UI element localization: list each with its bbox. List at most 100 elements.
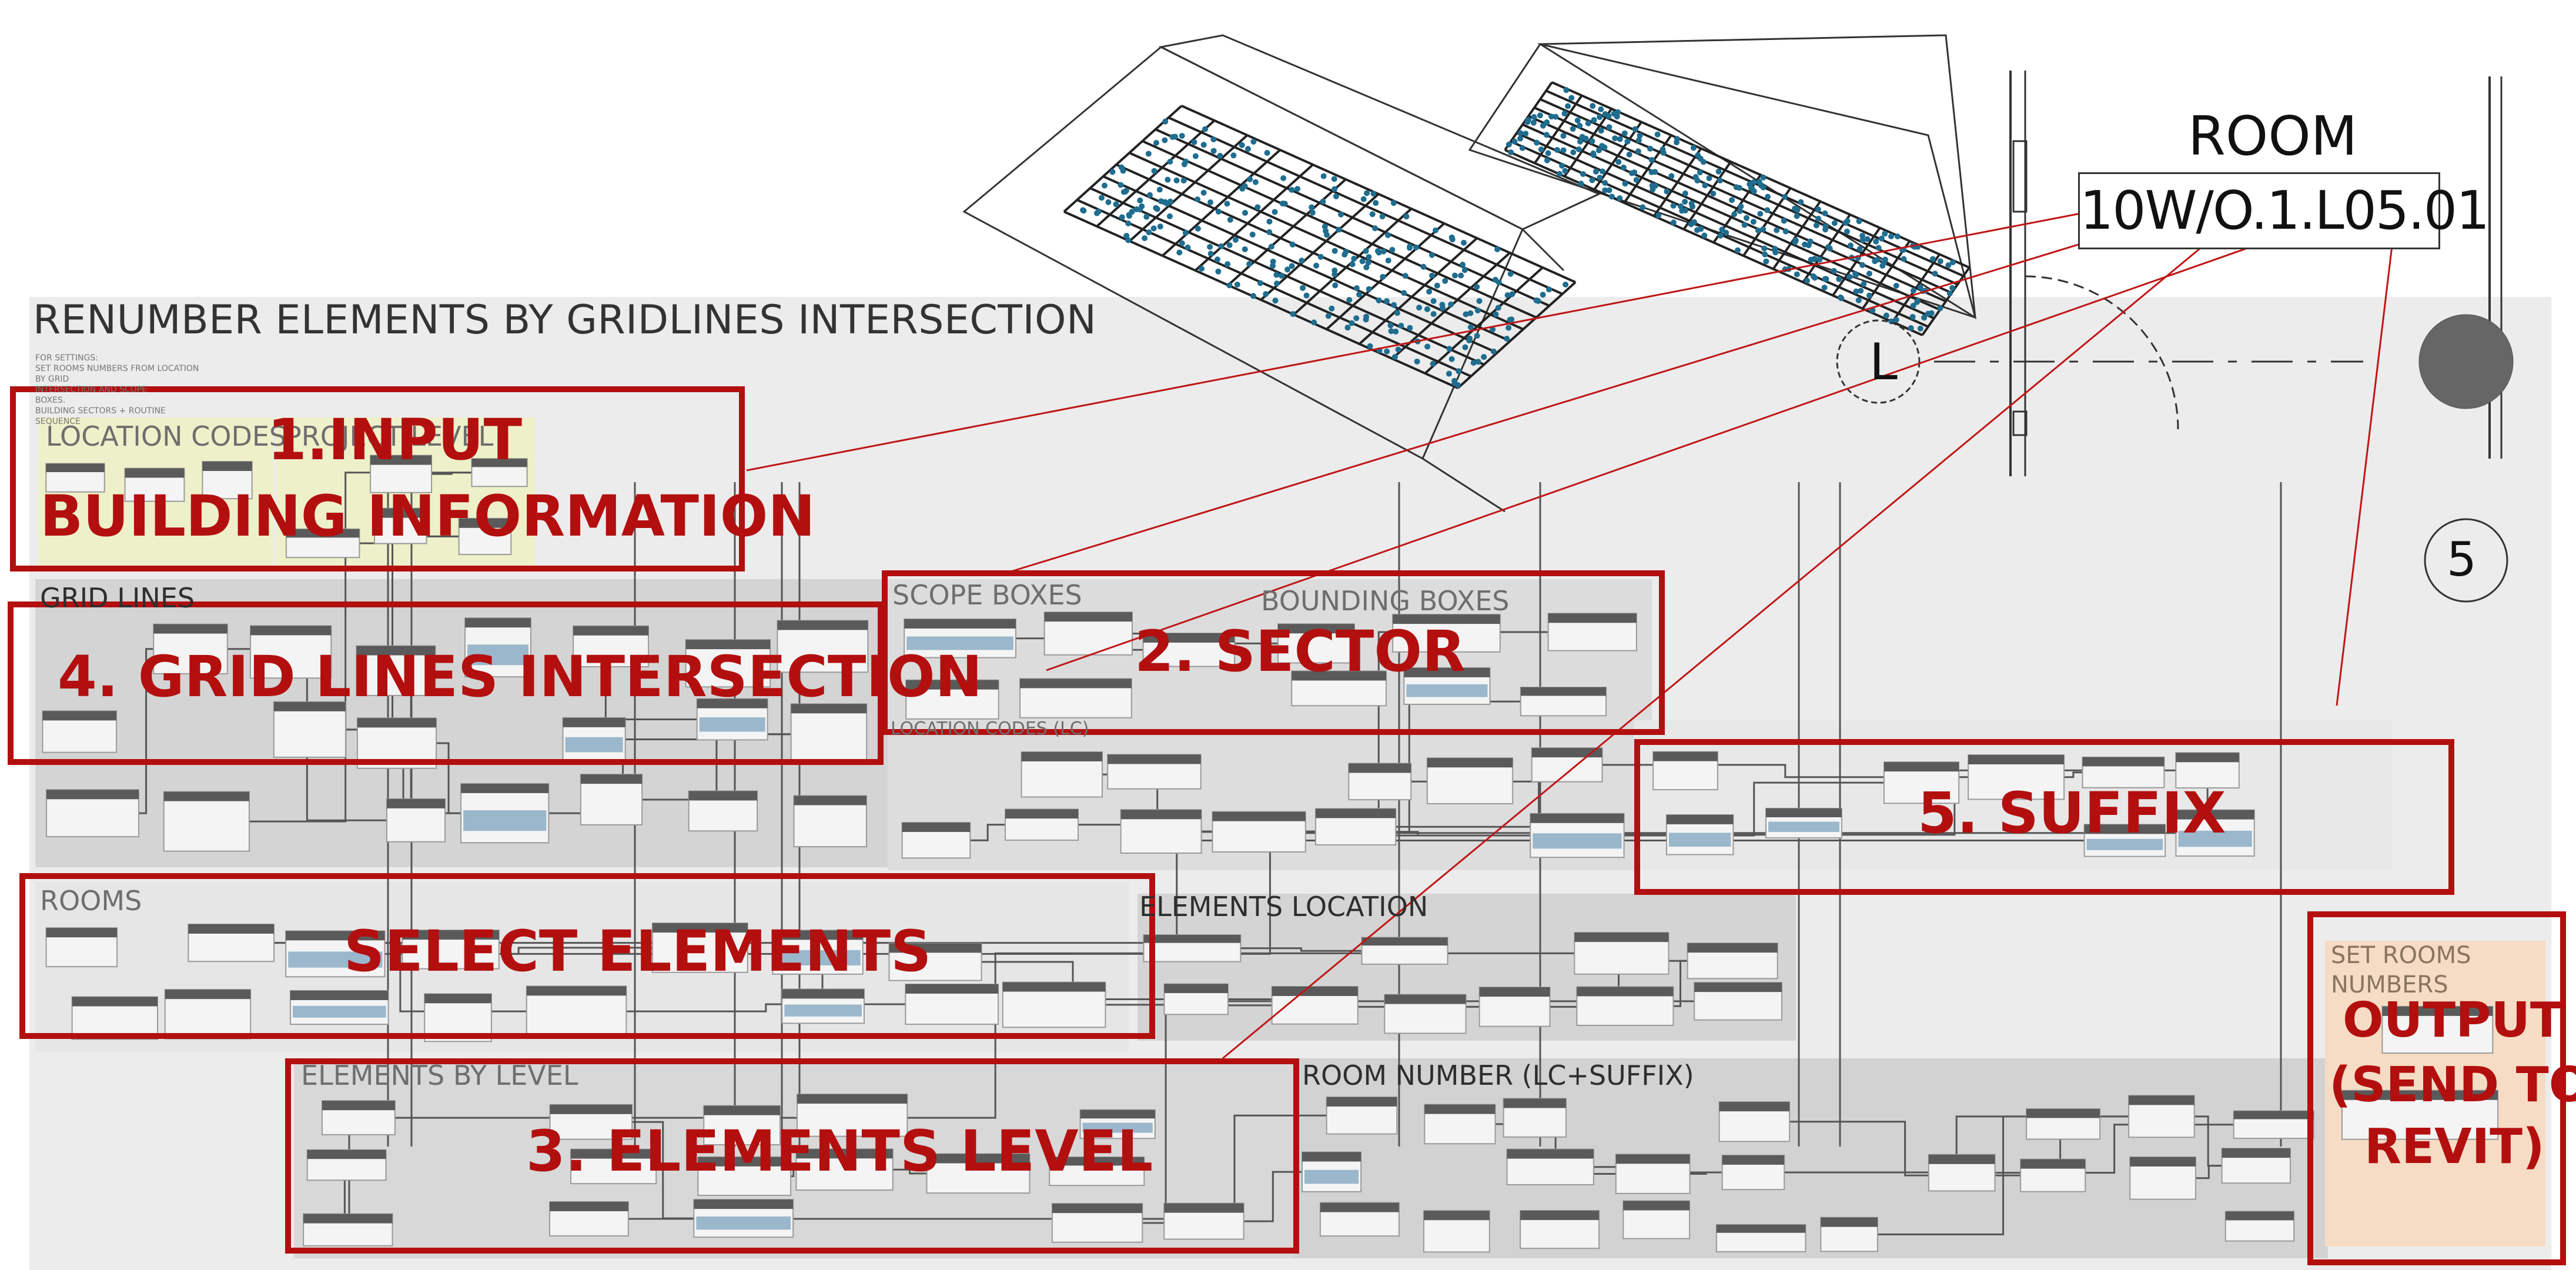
group-title-set-rooms-2: NUMBERS [2331, 971, 2448, 998]
element-point [1701, 232, 1708, 239]
graph-node [703, 1105, 781, 1145]
callout-select-elements: SELECT ELEMENTS [344, 918, 932, 984]
element-point [1398, 323, 1404, 329]
graph-node [688, 790, 758, 832]
element-point [1565, 103, 1571, 109]
element-point [1562, 168, 1568, 174]
element-point [1385, 258, 1391, 264]
graph-node [1361, 937, 1448, 965]
graph-node [1530, 813, 1625, 858]
element-point [1504, 292, 1511, 299]
element-point [1388, 328, 1394, 335]
element-point [1379, 213, 1386, 220]
element-point [1446, 346, 1453, 352]
graph-node [685, 639, 771, 688]
graph-node [1503, 1098, 1567, 1138]
element-point [1548, 113, 1555, 120]
element-point [1387, 322, 1394, 329]
element-point [1695, 152, 1701, 159]
element-point [1606, 187, 1612, 193]
graph-node [1002, 981, 1106, 1028]
element-point [1467, 324, 1474, 330]
element-point [1846, 273, 1853, 280]
graph-node [45, 463, 105, 493]
element-point [1866, 270, 1872, 277]
element-point [1210, 136, 1217, 143]
element-point [1866, 292, 1872, 299]
element-point [1794, 271, 1800, 278]
grid-end-dot [2418, 314, 2514, 409]
element-point [1356, 291, 1363, 298]
element-point [1165, 176, 1171, 183]
element-point [1524, 119, 1531, 125]
graph-node [1765, 807, 1842, 839]
element-point [1859, 232, 1866, 239]
graph-node [1163, 983, 1229, 1015]
element-point [1493, 311, 1499, 317]
element-point [1808, 256, 1814, 263]
element-point [1508, 149, 1514, 156]
element-point [1697, 169, 1703, 176]
element-point [1710, 190, 1717, 197]
element-point [1836, 276, 1842, 282]
element-point [1517, 130, 1524, 136]
element-point [1792, 237, 1799, 243]
element-point [1531, 114, 1537, 121]
element-point [1320, 198, 1326, 205]
graph-node [356, 645, 436, 696]
element-point [1543, 132, 1550, 138]
element-point [1553, 113, 1559, 120]
element-point [1207, 250, 1214, 257]
graph-node [781, 988, 865, 1024]
element-point [1691, 219, 1697, 225]
element-point [1717, 178, 1723, 184]
graph-node [797, 1094, 908, 1137]
element-point [1758, 182, 1764, 189]
element-point [1224, 200, 1230, 207]
element-point [1859, 237, 1866, 243]
graph-node [464, 617, 531, 678]
element-point [1279, 272, 1285, 279]
group-elements-location [1138, 894, 1796, 1041]
element-point [1289, 241, 1296, 248]
group-title-set-rooms-1: SET ROOMS [2331, 942, 2471, 969]
element-point [1741, 222, 1748, 228]
element-point [1474, 333, 1480, 339]
element-point [1449, 236, 1456, 243]
element-point [1640, 204, 1646, 210]
graph-node [2082, 756, 2165, 788]
element-point [1901, 256, 1907, 262]
element-point [1266, 229, 1273, 235]
element-point [1226, 242, 1233, 248]
element-point [1507, 270, 1514, 277]
element-point [1570, 149, 1577, 156]
graph-node [901, 822, 971, 859]
graph-node [793, 795, 867, 848]
element-point [1910, 303, 1916, 309]
element-point [1781, 218, 1787, 224]
element-point [1142, 235, 1148, 242]
element-point [1403, 213, 1410, 220]
element-point [1367, 343, 1373, 349]
element-point [1098, 195, 1105, 201]
element-point [1700, 159, 1707, 165]
element-point [1125, 220, 1132, 227]
graph-node [471, 458, 528, 487]
element-point [1393, 328, 1399, 335]
element-point [1370, 190, 1377, 197]
element-point [1894, 233, 1901, 240]
element-point [1353, 315, 1360, 322]
element-point [1294, 186, 1301, 192]
element-point [1815, 206, 1821, 213]
graph-node [458, 517, 512, 556]
element-point [1598, 106, 1604, 112]
element-point [1338, 211, 1344, 218]
element-point [1164, 200, 1170, 207]
group-title-scope-boxes: SCOPE BOXES [892, 579, 1082, 611]
element-point [1395, 346, 1401, 353]
element-point [1624, 138, 1631, 145]
graph-notes: FOR SETTINGS: SET ROOMS NUMBERS FROM LOC… [35, 353, 199, 426]
graph-node [2224, 1211, 2295, 1242]
element-point [1146, 229, 1152, 236]
element-point [1234, 281, 1240, 288]
